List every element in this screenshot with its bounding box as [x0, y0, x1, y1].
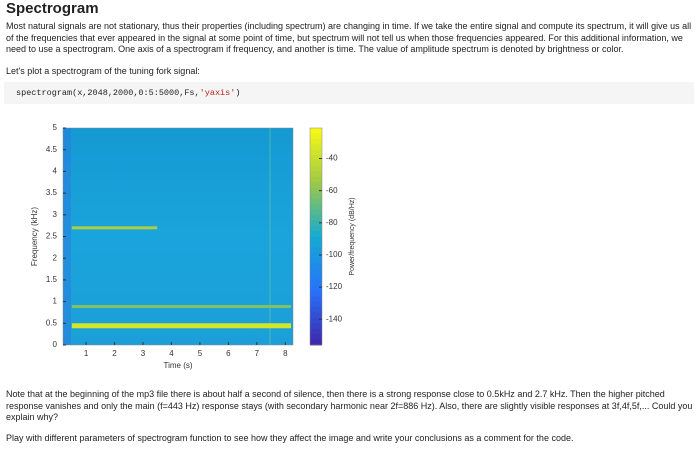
colorbar-cell — [310, 328, 322, 335]
y-tick-label: 2 — [53, 253, 58, 262]
colorbar-cell — [310, 241, 322, 248]
colorbar-cell — [310, 176, 322, 183]
paragraph: Play with different parameters of spectr… — [6, 433, 574, 443]
colorbar-cell — [310, 317, 322, 324]
colorbar-cell — [310, 138, 322, 145]
y-tick-label: 1 — [53, 297, 58, 306]
colorbar-tick-label: -60 — [326, 186, 338, 195]
band — [71, 323, 292, 329]
paragraph: Most natural signals are not stationary,… — [6, 21, 692, 54]
colorbar-cell — [310, 209, 322, 216]
colorbar-cell — [310, 128, 322, 134]
y-axis-label: Frequency (kHz) — [30, 207, 39, 266]
colorbar-cell — [310, 269, 322, 275]
colorbar-cell — [310, 182, 322, 189]
x-tick-label: 8 — [283, 349, 288, 358]
code-string: 'yaxis' — [199, 88, 236, 98]
colorbar-cell — [310, 160, 322, 167]
y-tick-label: 4 — [53, 167, 58, 176]
x-tick-label: 1 — [84, 349, 89, 358]
colorbar-tick-label: -40 — [326, 154, 338, 163]
x-tick-label: 2 — [112, 349, 117, 358]
colorbar-cell — [310, 301, 322, 308]
code: spectrogram(x,2048,2000,0:5:5000,Fs, — [16, 88, 200, 98]
colorbar-tick-label: -80 — [326, 218, 338, 227]
x-tick-label: 4 — [169, 349, 174, 358]
colorbar-label: Power/frequency (dB/Hz) — [349, 197, 356, 275]
colorbar-cell — [310, 263, 322, 270]
code-block: spectrogram(x,2048,2000,0:5:5000,Fs,'yax… — [4, 82, 694, 104]
colorbar-cell — [310, 334, 322, 341]
paragraph: Note that at the beginning of the mp3 fi… — [6, 389, 693, 422]
colorbar-cell — [310, 214, 322, 221]
colorbar-cell — [310, 258, 322, 265]
colorbar-cell — [310, 193, 322, 200]
colorbar-cell — [310, 155, 322, 162]
band — [71, 226, 158, 230]
colorbar-cell — [310, 312, 322, 319]
y-tick-label: 3.5 — [46, 188, 58, 197]
band — [71, 305, 292, 309]
colorbar-cell — [310, 247, 322, 254]
x-tick-label: 3 — [141, 349, 146, 358]
colorbar-cell — [310, 290, 322, 297]
colorbar-tick-label: -120 — [326, 282, 343, 291]
colorbar-cell — [310, 236, 322, 243]
colorbar-cell — [310, 149, 322, 156]
y-tick-label: 1.5 — [46, 275, 58, 284]
colorbar-cell — [310, 203, 322, 210]
colorbar-tick-label: -100 — [326, 250, 343, 259]
y-tick-label: 4.5 — [46, 145, 58, 154]
colorbar-cell — [310, 296, 322, 303]
colorbar-cell — [310, 323, 322, 330]
colorbar-cell — [310, 133, 322, 140]
colorbar-cell — [310, 231, 322, 237]
plot-background — [63, 128, 293, 345]
x-axis-label: Time (s) — [163, 361, 192, 370]
colorbar-cell — [310, 307, 322, 313]
y-tick-label: 2.5 — [46, 232, 58, 241]
colorbar-cell — [310, 198, 322, 205]
x-tick-label: 6 — [226, 349, 231, 358]
x-tick-label: 7 — [255, 349, 260, 358]
y-tick-label: 0 — [53, 340, 58, 349]
y-tick-label: 5 — [53, 123, 58, 132]
title: Spectrogram — [6, 0, 99, 17]
colorbar-cell — [310, 274, 322, 281]
colorbar-tick-label: -140 — [326, 314, 343, 323]
colorbar-cell — [310, 165, 322, 172]
colorbar-cell — [310, 171, 322, 178]
colorbar-cell — [310, 252, 322, 259]
x-tick-label: 5 — [198, 349, 203, 358]
y-tick-label: 3 — [53, 210, 58, 219]
silence-region — [63, 128, 71, 345]
paragraph: Let's plot a spectrogram of the tuning f… — [6, 66, 200, 76]
y-tick-label: 0.5 — [46, 318, 58, 327]
colorbar-cell — [310, 225, 322, 232]
code: ) — [235, 88, 241, 98]
colorbar-cell — [310, 279, 322, 286]
chart: 1 2 3 4 5 6 7 8 0 0.5 1 1.5 2 2.5 3 3.5 4 4.5 5 Time (s) Fre… — [30, 123, 356, 370]
colorbar-cell — [310, 339, 322, 346]
colorbar-frame — [309, 127, 323, 346]
colorbar-cell — [310, 144, 322, 151]
colorbar-cell — [310, 220, 322, 227]
colorbar-cell — [310, 285, 322, 292]
colorbar-cell — [310, 187, 322, 194]
